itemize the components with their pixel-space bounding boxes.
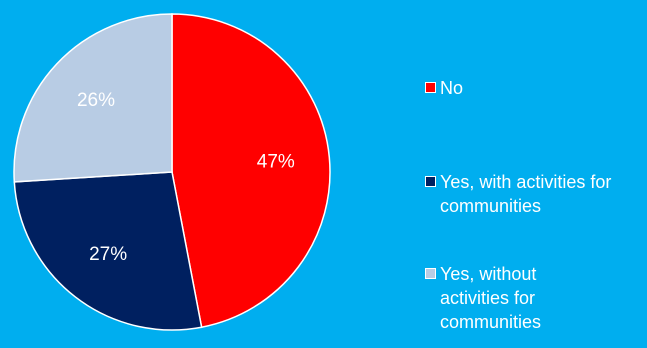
- legend-label-yes-with-activities: Yes, with activities for communities: [440, 172, 612, 216]
- pie-slice-yes-with-activities: [13, 171, 203, 331]
- pie-label-yes-without-activities: 26%: [77, 90, 115, 111]
- pie-slice-no: [171, 13, 331, 329]
- legend-item-yes-without-activities: Yes, without activities for communities: [425, 262, 580, 334]
- pie-slice-labels: 47% 27% 26%: [77, 90, 295, 265]
- pie-label-yes-with-activities: 27%: [89, 244, 127, 265]
- pie-slices: [13, 13, 331, 331]
- legend-label-no: No: [440, 78, 464, 98]
- legend-swatch-yes-with-activities: [425, 176, 436, 187]
- legend-item-no: No: [425, 76, 636, 100]
- pie-slice-yes-without-activities: [13, 13, 173, 183]
- legend-label-yes-without-activities: Yes, without activities for communities: [440, 264, 542, 332]
- legend-swatch-no: [425, 82, 436, 93]
- chart-legend: No Yes, with activities for communities …: [425, 0, 647, 348]
- legend-item-yes-with-activities: Yes, with activities for communities: [425, 170, 640, 218]
- pie-label-no: 47%: [257, 152, 295, 173]
- legend-swatch-yes-without-activities: [425, 268, 436, 279]
